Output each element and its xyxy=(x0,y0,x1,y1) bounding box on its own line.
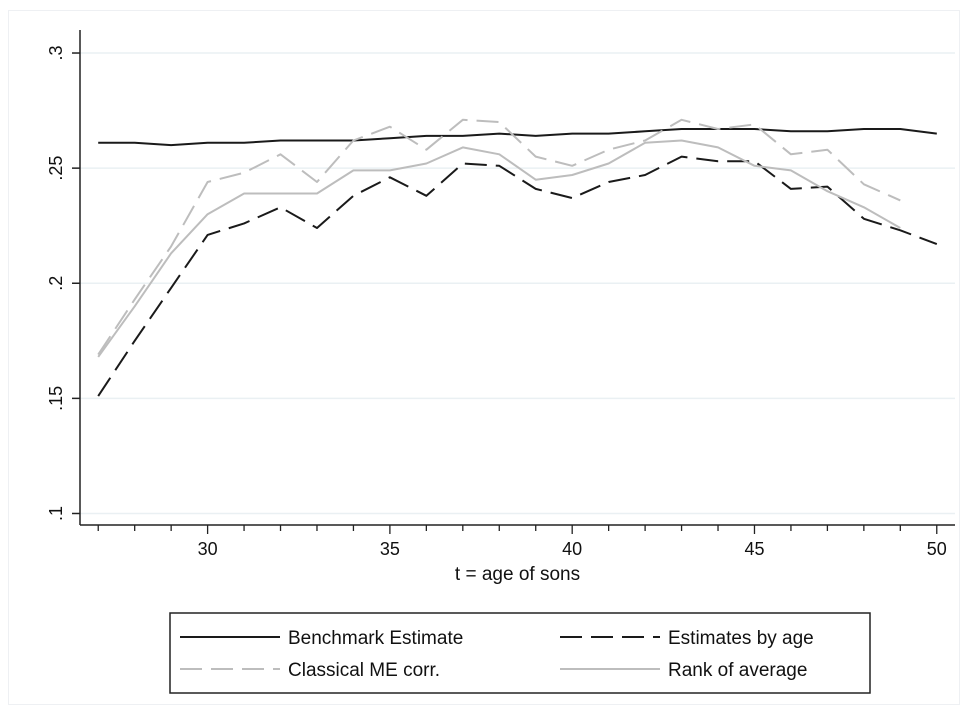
gridlines xyxy=(80,52,955,515)
y-tick-label: .25 xyxy=(46,156,66,181)
legend-label: Rank of average xyxy=(668,660,807,681)
x-tick-label: 35 xyxy=(380,539,400,559)
series-line-0 xyxy=(98,128,937,147)
series-line-1 xyxy=(97,155,938,397)
legend-label: Estimates by age xyxy=(668,628,814,649)
y-tick-label: .3 xyxy=(46,46,66,61)
x-axis-title: t = age of sons xyxy=(455,564,580,585)
y-tick-label: .1 xyxy=(46,506,66,521)
legend-label: Classical ME corr. xyxy=(288,660,440,681)
axes: .1 .15 .2 .25 .3 30 35 40 45 50 xyxy=(46,30,955,559)
series-line-3 xyxy=(97,139,901,358)
series-line-2 xyxy=(97,118,901,356)
x-tick-label: 40 xyxy=(562,539,582,559)
legend: Benchmark Estimate Estimates by age Classi… xyxy=(169,612,871,694)
x-tick-label: 45 xyxy=(744,539,764,559)
y-tick-label: .2 xyxy=(46,276,66,291)
x-tick-label: 50 xyxy=(927,539,947,559)
chart-frame xyxy=(8,10,960,705)
series-lines xyxy=(97,118,938,397)
x-tick-label: 30 xyxy=(198,539,218,559)
legend-label: Benchmark Estimate xyxy=(288,628,463,649)
legend-box xyxy=(169,612,871,694)
y-tick-label: .15 xyxy=(46,386,66,411)
